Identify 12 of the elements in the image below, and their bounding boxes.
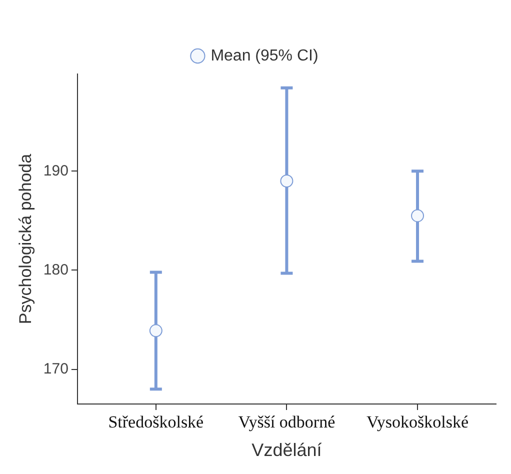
legend-label: Mean (95% CI) [210,47,318,64]
y-tick-label: 190 [43,162,68,180]
x-axis-title: Vzdělání [252,440,322,460]
x-tick-label: Vysokoškolské [366,412,469,432]
x-tick-label: Středoškolské [108,412,204,432]
point [411,209,424,222]
y-axis-title: Psychologická pohoda [16,153,35,324]
point [280,174,294,188]
y-tick-label: 180 [43,261,68,278]
x-tick-label: Vyšší odborné [238,412,336,432]
y-tick-label: 170 [43,360,68,378]
point [149,324,162,338]
